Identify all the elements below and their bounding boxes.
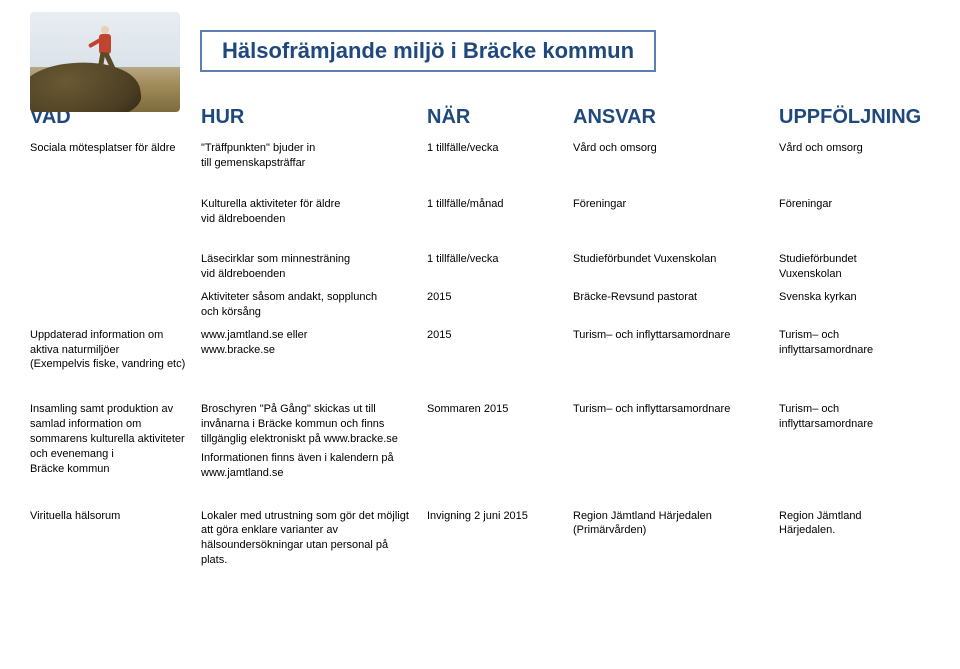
text-line: vid äldreboenden [201,267,417,282]
table-cell: www.jamtland.se eller www.bracke.se [201,326,421,375]
text-line: Insamling samt produktion av samlad info… [30,402,191,432]
table-cell: Studieförbundet Vuxenskolan [779,250,939,284]
row-spacer [30,232,939,246]
table-cell: Studieförbundet Vuxenskolan [573,250,773,284]
col-header-uppfoljning: UPPFÖLJNING [779,102,939,135]
text-line: Turism– och [779,402,935,417]
page-title: Hälsofrämjande miljö i Bräcke kommun [222,38,634,63]
row-spacer [30,177,939,191]
table-cell: Uppdaterad information om aktiva naturmi… [30,326,195,375]
text-line: "Träffpunkten" bjuder in [201,141,417,156]
text-line: Uppdaterad information om [30,328,191,343]
table-cell: Föreningar [573,195,773,229]
text-line: Aktiviteter såsom andakt, sopplunch [201,290,417,305]
text-line: Turism– och [779,328,935,343]
table-cell: Lokaler med utrustning som gör det möjli… [201,507,421,570]
text-line: inflyttarsamordnare [779,417,935,432]
text-line: Region Jämtland Härjedalen [573,509,769,524]
table-cell: Sociala mötesplatser för äldre [30,139,195,173]
table-cell: Broschyren "På Gång" skickas ut till inv… [201,400,421,482]
hero-image [30,12,180,112]
table-cell: 2015 [427,288,567,322]
text-line: aktiva naturmiljöer [30,343,191,358]
page: Hälsofrämjande miljö i Bräcke kommun VAD… [0,0,960,669]
table-cell: Region Jämtland Härjedalen (Primärvården… [573,507,773,570]
col-header-nar: NÄR [427,102,567,135]
text-line: Studieförbundet [779,252,935,267]
table-cell: Vård och omsorg [779,139,939,173]
table-cell: Bräcke-Revsund pastorat [573,288,773,322]
text-line: och körsång [201,305,417,320]
row-spacer [30,487,939,503]
table-cell: 1 tillfälle/vecka [427,250,567,284]
table-cell: Föreningar [779,195,939,229]
table-cell [30,250,195,284]
text-line: Region Jämtland [779,509,935,524]
table-cell: Vård och omsorg [573,139,773,173]
text-line: Vuxenskolan [779,267,935,282]
table-cell: 1 tillfälle/månad [427,195,567,229]
table-cell: Turism– och inflyttarsamordnare [779,326,939,375]
text-line: Broschyren "På Gång" skickas ut till inv… [201,402,417,447]
row-spacer [30,378,939,396]
text-line: Bräcke kommun [30,462,191,477]
col-header-ansvar: ANSVAR [573,102,773,135]
table-cell: Region Jämtland Härjedalen. [779,507,939,570]
table-cell: Turism– och inflyttarsamordnare [573,326,773,375]
text-line: till gemenskapsträffar [201,156,417,171]
content-table: VAD HUR NÄR ANSVAR UPPFÖLJNING Sociala m… [30,102,930,570]
table-cell [30,195,195,229]
text-line: inflyttarsamordnare [779,343,935,358]
table-cell: Virituella hälsorum [30,507,195,570]
table-cell: Svenska kyrkan [779,288,939,322]
table-cell: 2015 [427,326,567,375]
text-line: vid äldreboenden [201,212,417,227]
text-line: Informationen finns även i kalendern på … [201,451,417,481]
table-cell: "Träffpunkten" bjuder in till gemenskaps… [201,139,421,173]
text-line: Härjedalen. [779,523,935,538]
table-cell: Turism– och inflyttarsamordnare [779,400,939,482]
text-line: Kulturella aktiviteter för äldre [201,197,417,212]
table-cell: Turism– och inflyttarsamordnare [573,400,773,482]
table-cell: Invigning 2 juni 2015 [427,507,567,570]
text-line: sommarens kulturella aktiviteter och eve… [30,432,191,462]
text-line: www.bracke.se [201,343,417,358]
text-line: (Exempelvis fiske, vandring etc) [30,357,191,372]
text-line: Läsecirklar som minnesträning [201,252,417,267]
table-cell: Insamling samt produktion av samlad info… [30,400,195,482]
text-line: (Primärvården) [573,523,769,538]
table-cell [30,288,195,322]
table-cell: Läsecirklar som minnesträning vid äldreb… [201,250,421,284]
col-header-hur: HUR [201,102,421,135]
table-cell: 1 tillfälle/vecka [427,139,567,173]
title-box: Hälsofrämjande miljö i Bräcke kommun [200,30,656,72]
table-cell: Aktiviteter såsom andakt, sopplunch och … [201,288,421,322]
table-cell: Sommaren 2015 [427,400,567,482]
text-line: www.jamtland.se eller [201,328,417,343]
table-cell: Kulturella aktiviteter för äldre vid äld… [201,195,421,229]
